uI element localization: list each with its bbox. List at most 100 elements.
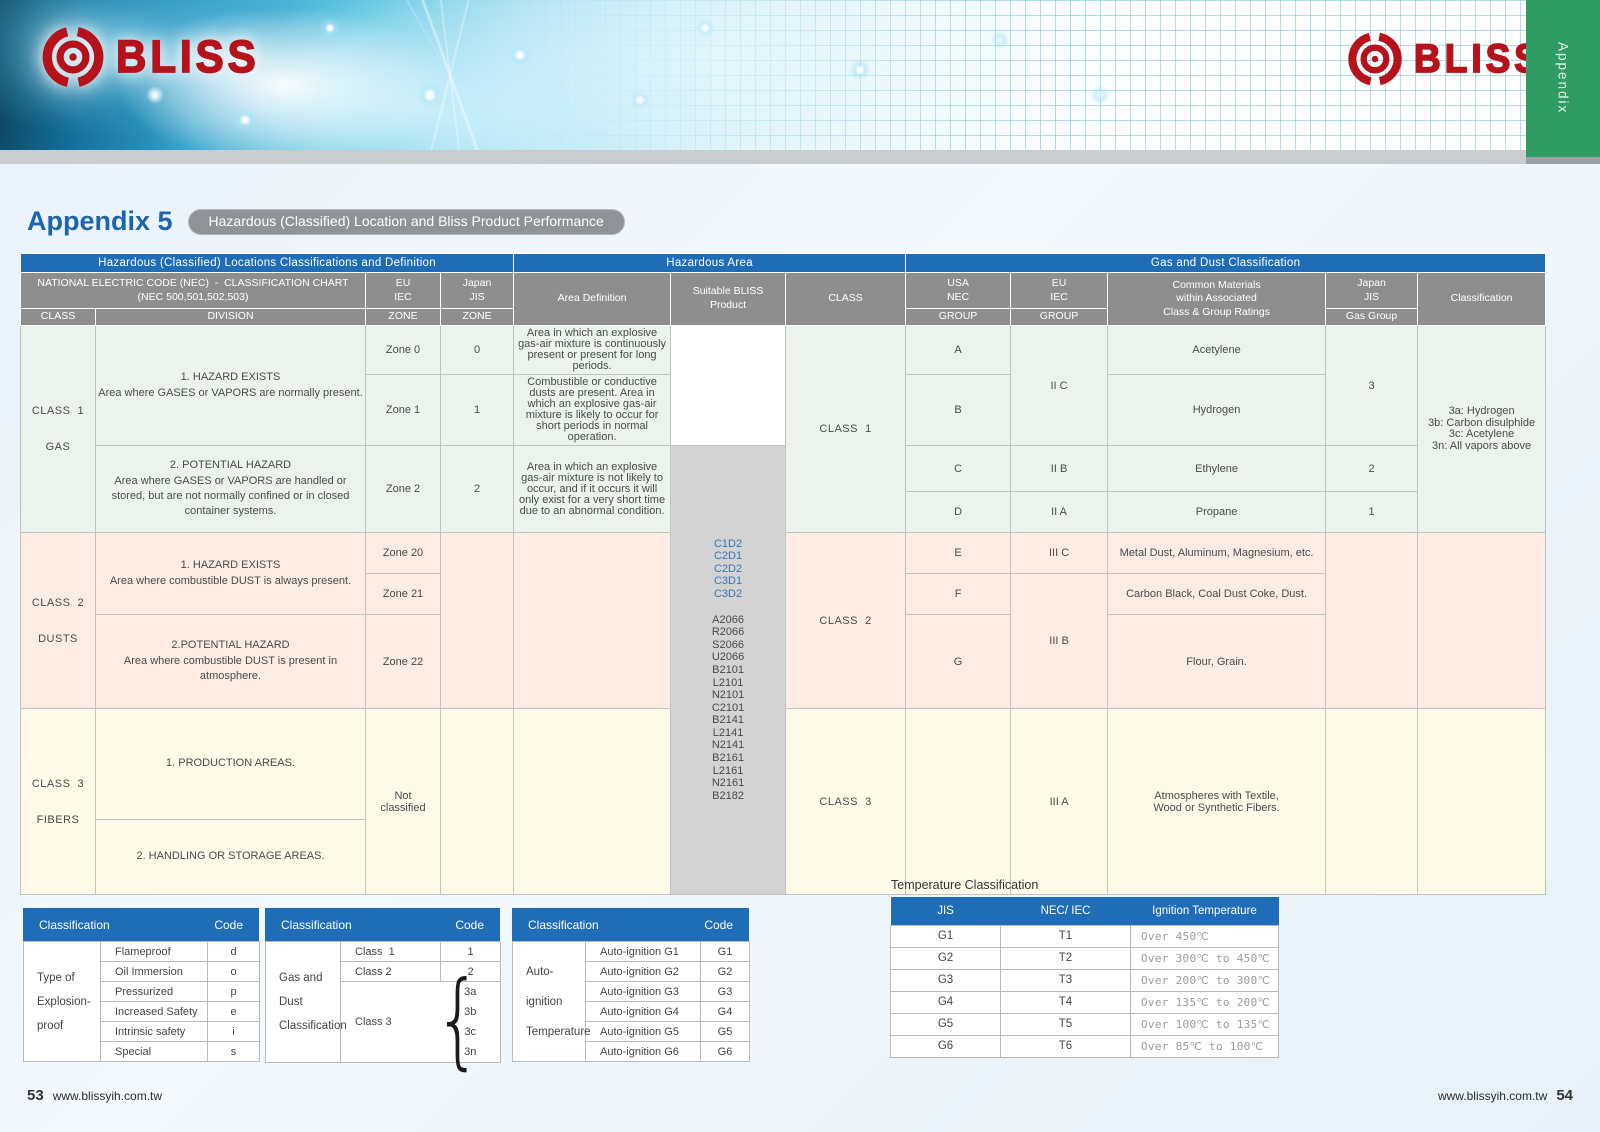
header-code-label: Code xyxy=(214,917,243,932)
gas-dust-row-code: 3n xyxy=(464,1046,477,1058)
bliss-logo-right: BLISS xyxy=(1346,30,1543,88)
banner-sparkles-art xyxy=(0,0,1600,150)
header-code-label: Code xyxy=(704,917,733,932)
temp-ignition-value: Over 300℃ to 450℃ xyxy=(1130,946,1279,970)
temp-jis-value: G3 xyxy=(890,968,1001,992)
auto-ignition-row-label: Auto-ignition G6 xyxy=(585,1041,701,1062)
product-code: L2161 xyxy=(712,764,744,777)
page-subtitle-pill: Hazardous (Classified) Location and Blis… xyxy=(187,208,625,235)
cell-division-5: 1. PRODUCTION AREAS. xyxy=(95,708,366,820)
cell-not-classified: Not classified xyxy=(365,708,441,895)
banner-divider xyxy=(0,150,1526,164)
product-code: C1D2 xyxy=(713,537,743,550)
header-eu-iec: EU IEC xyxy=(365,272,441,309)
explosion-row-label: Oil Immersion xyxy=(100,961,208,982)
cell-gasgroup-3: 3 xyxy=(1325,325,1419,446)
temp-nec-value: T2 xyxy=(1000,946,1131,970)
auto-ignition-row-code: G6 xyxy=(700,1041,750,1062)
auto-ignition-row-label: Auto-ignition G4 xyxy=(585,1001,701,1022)
temp-header-jis: JIS xyxy=(890,897,1001,925)
cell-material-ethylene: Ethylene xyxy=(1107,445,1327,492)
cell-group-a: A xyxy=(905,325,1012,375)
auto-ignition-row-label: Auto-ignition G5 xyxy=(585,1021,701,1042)
classification-note: 3a: Hydrogen xyxy=(1448,405,1515,417)
auto-ignition-row-label: Auto-ignition G1 xyxy=(585,941,701,962)
cell-area-def-1: Area in which an explosive gas-air mixtu… xyxy=(513,325,672,375)
cell-material-acetylene: Acetylene xyxy=(1107,325,1327,375)
explosion-row-code: e xyxy=(207,1001,260,1022)
cell-hz-class3: CLASS 3 xyxy=(785,708,907,895)
cell-area-def-2: Combustible or conductive dusts are pres… xyxy=(513,374,672,446)
gas-dust-group-label: Gas and Dust Classification xyxy=(265,941,347,1063)
temperature-row: G4 T4 Over 135℃ to 200℃ xyxy=(890,990,1279,1014)
footer-url-left: www.blissyih.com.tw xyxy=(52,1089,163,1103)
cell-group-e: E xyxy=(905,532,1012,574)
gas-dust-row-code: 2 xyxy=(440,961,501,982)
auto-ignition-row-code: G1 xyxy=(700,941,750,962)
header-class: CLASS xyxy=(785,272,907,326)
cell-classification-notes: 3a: Hydrogen 3b: Carbon disulphide 3c: Ace… xyxy=(1417,325,1547,533)
bliss-logo-left: BLISS xyxy=(40,24,260,90)
explosion-row-code: p xyxy=(207,981,260,1002)
classification-note: 3n: All vapors above xyxy=(1432,439,1532,452)
header-zone-eu: ZONE xyxy=(365,308,441,326)
temperature-row: G5 T5 Over 100℃ to 135℃ xyxy=(890,1012,1279,1036)
explosion-row-code: s xyxy=(207,1041,260,1062)
footer-url-right: www.blissyih.com.tw xyxy=(1437,1089,1548,1103)
cell-group-iiib: III B xyxy=(1010,573,1109,709)
header-suitable-product: Suitable BLISS Product xyxy=(670,272,787,326)
temp-ignition-value: Over 100℃ to 135℃ xyxy=(1130,1012,1279,1036)
product-code: C2101 xyxy=(711,701,745,714)
product-code: C3D2 xyxy=(713,587,743,600)
auto-ignition-row-label: Auto-ignition G3 xyxy=(585,981,701,1002)
cell-zone21: Zone 21 xyxy=(365,573,441,615)
header-code-label: Code xyxy=(455,917,484,932)
temp-nec-value: T4 xyxy=(1000,990,1131,1014)
temperature-table: JIS NEC/ IEC Ignition Temperature G1 T1 … xyxy=(890,897,1279,1058)
gas-dust-row-code: 3a xyxy=(464,986,477,998)
product-code: U2066 xyxy=(711,651,745,664)
gas-dust-class3-label: Class 3 xyxy=(340,981,441,1063)
cell-group-iiic: III C xyxy=(1010,532,1109,574)
cell-class3-fibers: CLASS 3 FIBERS xyxy=(20,708,96,895)
cell-gasgroup-empty-fiber xyxy=(1325,708,1419,895)
header-japan-jis: Japan JIS xyxy=(439,272,515,309)
cell-jis-zone-empty-fiber xyxy=(439,708,515,895)
product-code: B2101 xyxy=(712,663,744,676)
header-usa-nec: USA NEC xyxy=(905,272,1012,309)
cell-class1-gas: CLASS 1 GAS xyxy=(20,325,96,533)
page-number-right: 54 xyxy=(1556,1087,1573,1104)
class3-code-list: 3a 3b 3c 3n xyxy=(441,982,501,1062)
class1-label: CLASS 1 xyxy=(31,405,85,417)
header-japan-jis-2: Japan JIS xyxy=(1325,272,1419,309)
cell-material-atmospheres: Atmospheres with Textile, Wood or Synthe… xyxy=(1107,708,1327,895)
cell-group-empty-fiber xyxy=(905,708,1012,895)
class1-sublabel: GAS xyxy=(45,441,71,453)
explosion-row-label: Intrinsic safety xyxy=(100,1021,208,1042)
product-code: A2066 xyxy=(712,613,744,626)
cell-division-4: 2.POTENTIAL HAZARD Area where combustibl… xyxy=(95,614,366,709)
hazardous-classification-table: Hazardous (Classified) Locations Classif… xyxy=(19,253,1547,895)
cell-group-c: C xyxy=(905,445,1012,492)
gas-dust-row-label: Class 1 xyxy=(340,941,441,962)
cell-classification-empty-dust xyxy=(1417,532,1547,709)
temp-nec-value: T5 xyxy=(1000,1012,1131,1036)
product-code: N2101 xyxy=(711,689,745,702)
product-code: B2141 xyxy=(712,714,744,727)
header-classification-label: Classification xyxy=(528,917,599,932)
cell-jis-zone-empty-dust xyxy=(439,532,515,709)
temp-jis-value: G6 xyxy=(890,1034,1001,1058)
gas-dust-code-table: Classification Code Gas and Dust Classif… xyxy=(265,908,501,1081)
class2-label: CLASS 2 xyxy=(31,596,85,609)
temp-jis-value: G2 xyxy=(890,946,1001,970)
cell-gasgroup-empty-dust xyxy=(1325,532,1419,709)
header-common-materials: Common Materials within Associated Class… xyxy=(1107,272,1327,326)
gas-dust-class3-codes: { 3a 3b 3c 3n xyxy=(434,959,501,1081)
explosion-row-label: Pressurized xyxy=(100,981,208,1002)
temp-nec-value: T1 xyxy=(1000,924,1131,948)
auto-ignition-table-header: Classification Code xyxy=(512,908,749,941)
explosion-table-header: Classification Code xyxy=(23,908,259,941)
cell-division-3: 1. HAZARD EXISTS Area where combustible … xyxy=(95,532,366,615)
cell-group-f: F xyxy=(905,573,1012,615)
cell-group-iic: II C xyxy=(1010,325,1109,446)
